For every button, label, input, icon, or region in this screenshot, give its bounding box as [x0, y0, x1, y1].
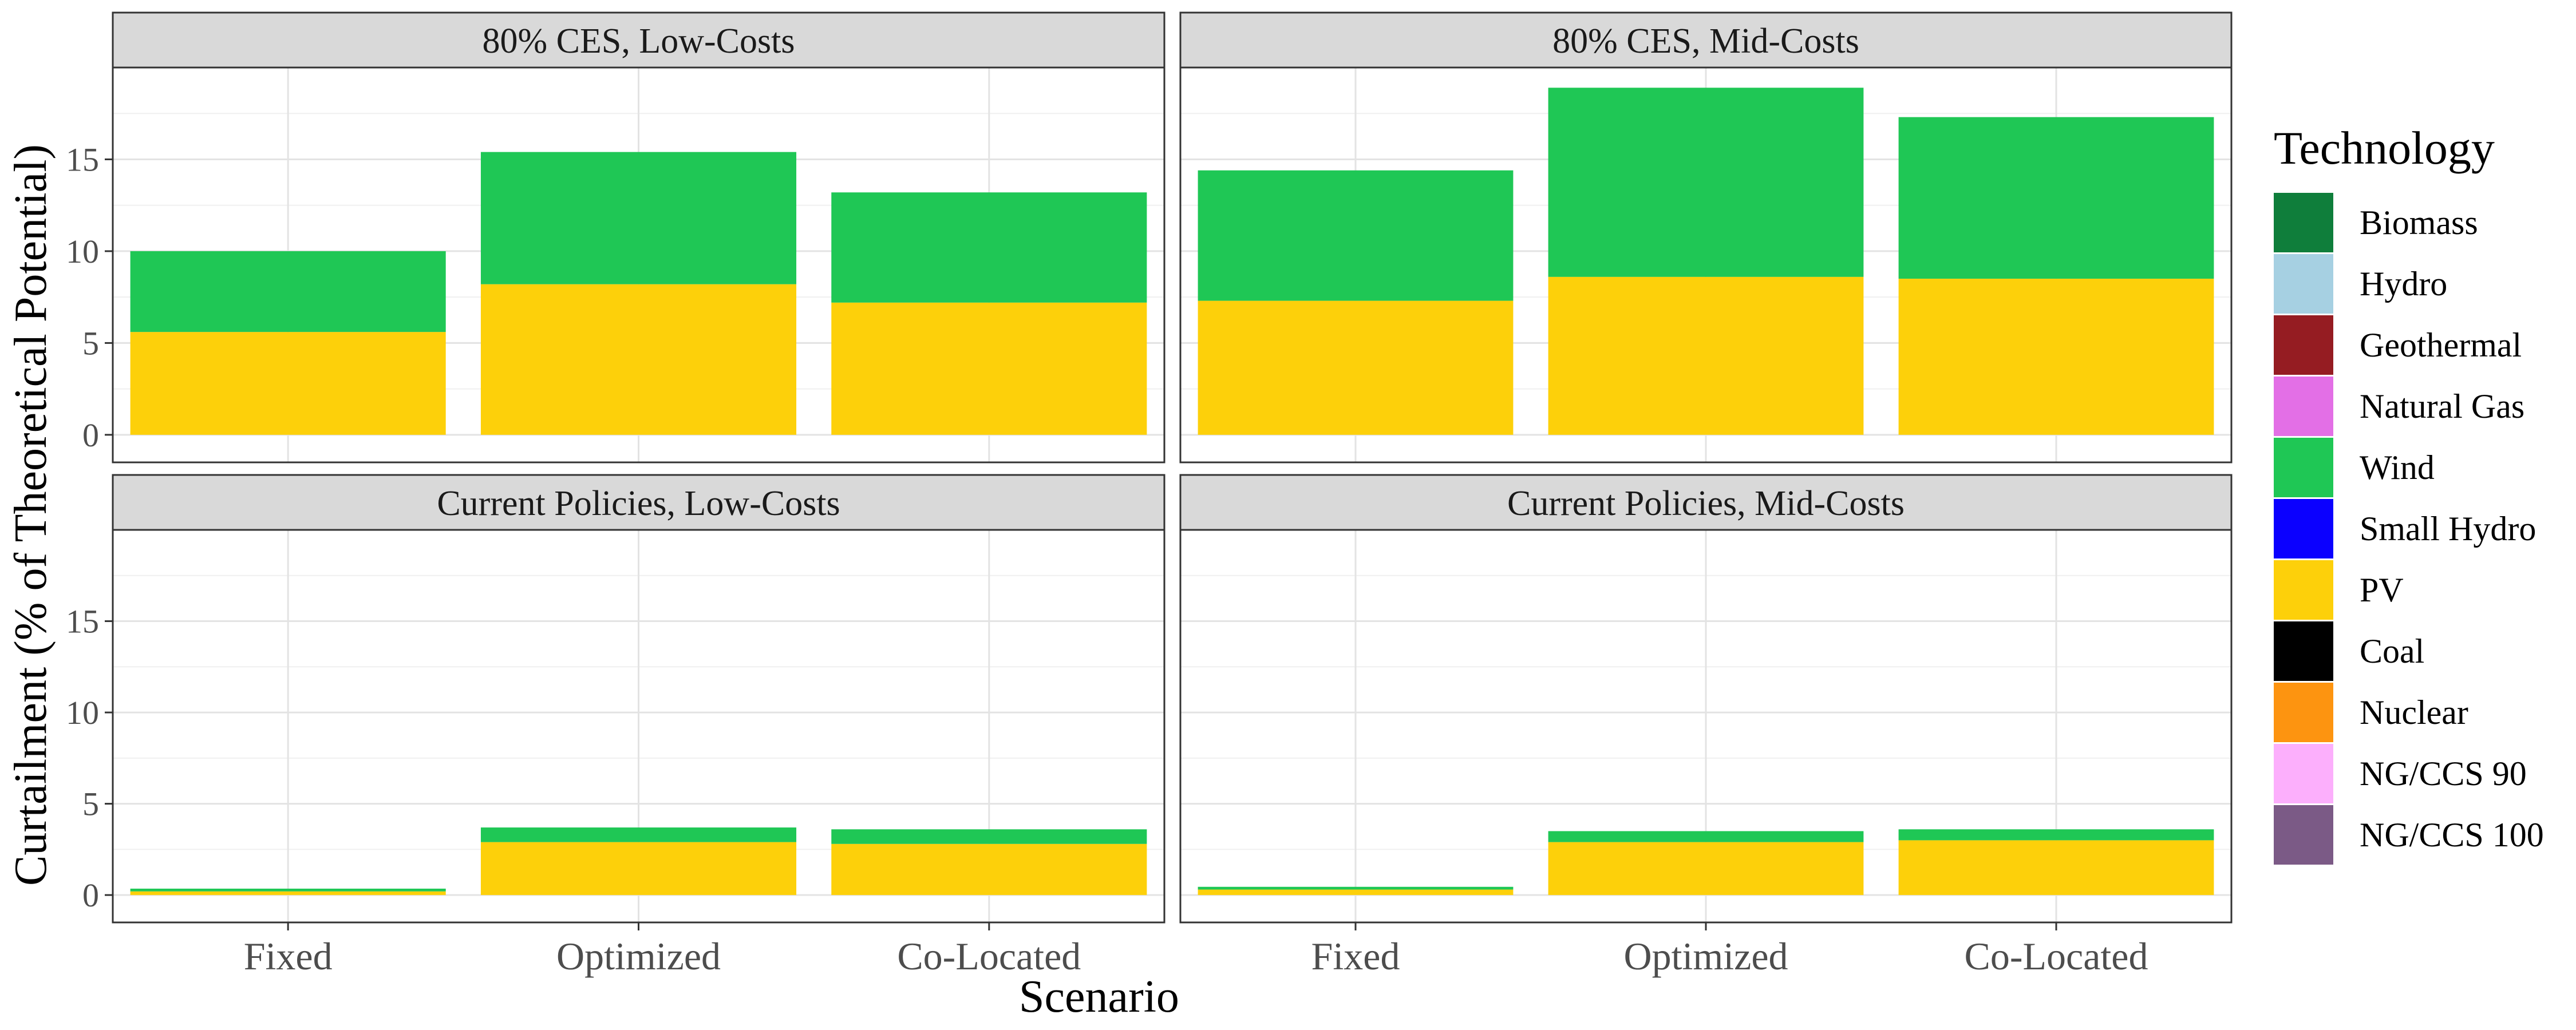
panel-title: 80% CES, Low-Costs — [483, 22, 795, 61]
bar-pv — [1548, 842, 1864, 896]
bar-wind — [1548, 88, 1864, 277]
panel-title: 80% CES, Mid-Costs — [1552, 22, 1859, 61]
bar-wind — [1898, 117, 2214, 279]
bar-pv — [480, 284, 797, 435]
bar-pv — [1198, 889, 1514, 896]
bar-pv — [831, 843, 1147, 896]
y-tick-label: 15 — [66, 603, 99, 640]
bar-pv — [480, 842, 797, 896]
panel-strip — [112, 474, 1165, 531]
y-tick-label: 10 — [66, 694, 99, 731]
bar-pv — [130, 332, 446, 435]
y-tick-label: 15 — [66, 141, 99, 178]
x-tick-label: Co-Located — [897, 934, 1081, 978]
bar-pv — [831, 302, 1147, 435]
x-tick-label: Optimized — [556, 934, 721, 978]
y-tick-label: 10 — [66, 233, 99, 270]
bar-wind — [1198, 170, 1514, 301]
panel-strip — [1179, 11, 2233, 69]
legend-label: Small Hydro — [2360, 510, 2536, 548]
panel: 80% CES, Low-Costs — [112, 11, 1165, 464]
legend-label: Hydro — [2360, 265, 2447, 303]
bar-pv — [1898, 840, 2214, 896]
bar-pv — [130, 891, 446, 896]
legend-label: PV — [2360, 571, 2404, 609]
bar-wind — [831, 192, 1147, 303]
legend: Technology Biomass Hydro Geothermal Natural … — [2274, 122, 2544, 865]
legend-label: Wind — [2360, 449, 2435, 486]
legend-label: NG/CCS 90 — [2360, 755, 2527, 793]
y-tick-label: 5 — [82, 786, 99, 823]
panel-strip — [112, 11, 1165, 69]
bar-wind — [1548, 831, 1864, 842]
legend-swatch-nuclear — [2274, 683, 2333, 742]
y-tick-label: 0 — [82, 417, 99, 454]
x-tick-label: Optimized — [1623, 934, 1788, 978]
panel-border — [1179, 66, 2233, 464]
bar-pv — [1548, 276, 1864, 435]
panel-title: Current Policies, Low-Costs — [437, 484, 840, 523]
legend-swatch-ng-ccs-100 — [2274, 805, 2333, 865]
legend-label: NG/CCS 100 — [2360, 816, 2544, 854]
legend-swatch-pv — [2274, 560, 2333, 620]
bar-wind — [480, 152, 797, 284]
legend-swatch-hydro — [2274, 254, 2333, 314]
y-axis-label: Curtailment (% of Theoretical Potential) — [6, 144, 56, 886]
legend-label: Nuclear — [2360, 694, 2468, 731]
legend-swatch-ng-ccs-90 — [2274, 744, 2333, 803]
x-axis-label: Scenario — [1019, 972, 1179, 1022]
bar-wind — [831, 829, 1147, 844]
legend-label: Biomass — [2360, 204, 2478, 241]
bar-pv — [1898, 279, 2214, 435]
legend-title: Technology — [2274, 122, 2495, 174]
bar-wind — [130, 888, 446, 892]
panel-strip — [1179, 474, 2233, 531]
x-tick-label: Fixed — [244, 934, 333, 978]
panels-layer: 80% CES, Low-Costs 80% CES, Mid-Costs Curr… — [112, 11, 2233, 924]
bar-pv — [1198, 300, 1514, 435]
bar-wind — [1898, 829, 2214, 841]
x-tick-label: Co-Located — [1965, 934, 2148, 978]
y-tick-label: 5 — [82, 324, 99, 362]
y-tick-label: 0 — [82, 877, 99, 914]
legend-label: Coal — [2360, 632, 2424, 670]
panel: Current Policies, Low-Costs — [112, 474, 1165, 924]
panel: 80% CES, Mid-Costs — [1179, 11, 2233, 464]
legend-swatch-geothermal — [2274, 315, 2333, 375]
x-tick-label: Fixed — [1311, 934, 1400, 978]
legend-swatch-biomass — [2274, 193, 2333, 252]
legend-swatch-wind — [2274, 438, 2333, 497]
legend-label: Natural Gas — [2360, 387, 2524, 425]
bar-wind — [1198, 886, 1514, 890]
bar-wind — [130, 251, 446, 332]
panel-title: Current Policies, Mid-Costs — [1507, 484, 1905, 523]
legend-swatch-small-hydro — [2274, 499, 2333, 558]
panel: Current Policies, Mid-Costs — [1179, 474, 2233, 924]
axes-layer: 0 5 10 15 0 5 10 15 Fixed Optimized Co-Located Fixe… — [66, 141, 2148, 978]
legend-label: Geothermal — [2360, 326, 2522, 364]
panel-border — [112, 66, 1165, 464]
legend-swatch-coal — [2274, 621, 2333, 681]
bar-wind — [480, 827, 797, 842]
legend-swatch-natural-gas — [2274, 377, 2333, 436]
